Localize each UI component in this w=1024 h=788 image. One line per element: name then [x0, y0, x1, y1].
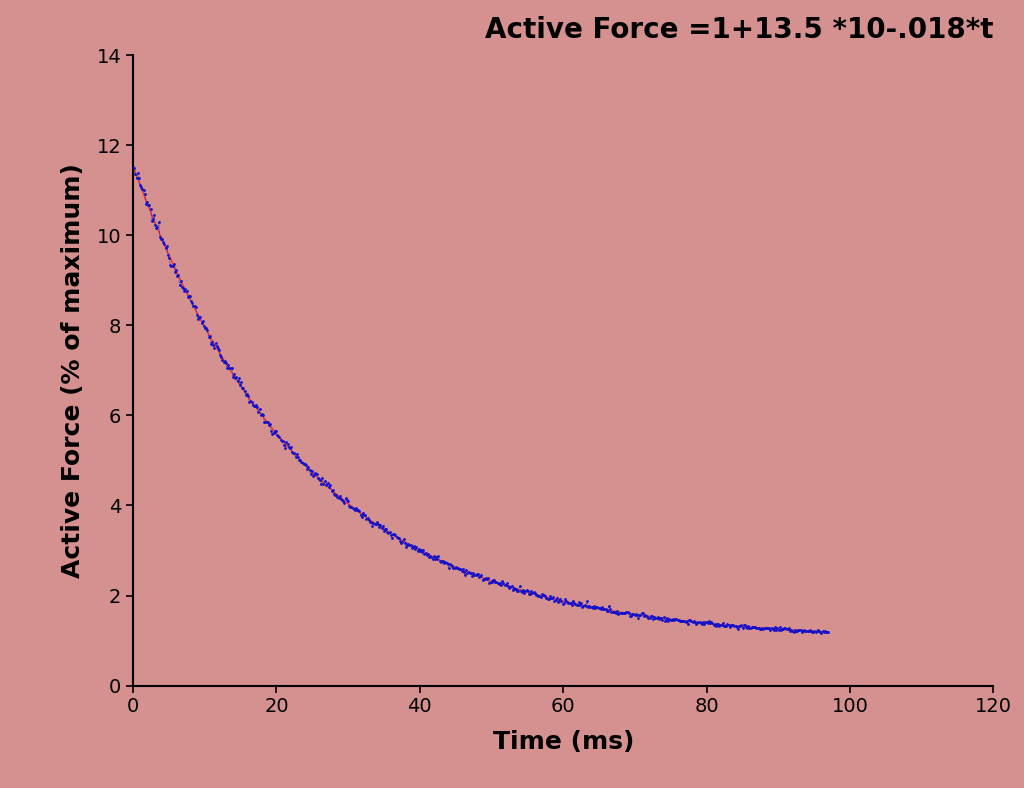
X-axis label: Time (ms): Time (ms)	[493, 730, 634, 754]
Text: Active Force =1+13.5 *10-.018*t: Active Force =1+13.5 *10-.018*t	[484, 17, 993, 44]
Y-axis label: Active Force (% of maximum): Active Force (% of maximum)	[61, 163, 85, 578]
